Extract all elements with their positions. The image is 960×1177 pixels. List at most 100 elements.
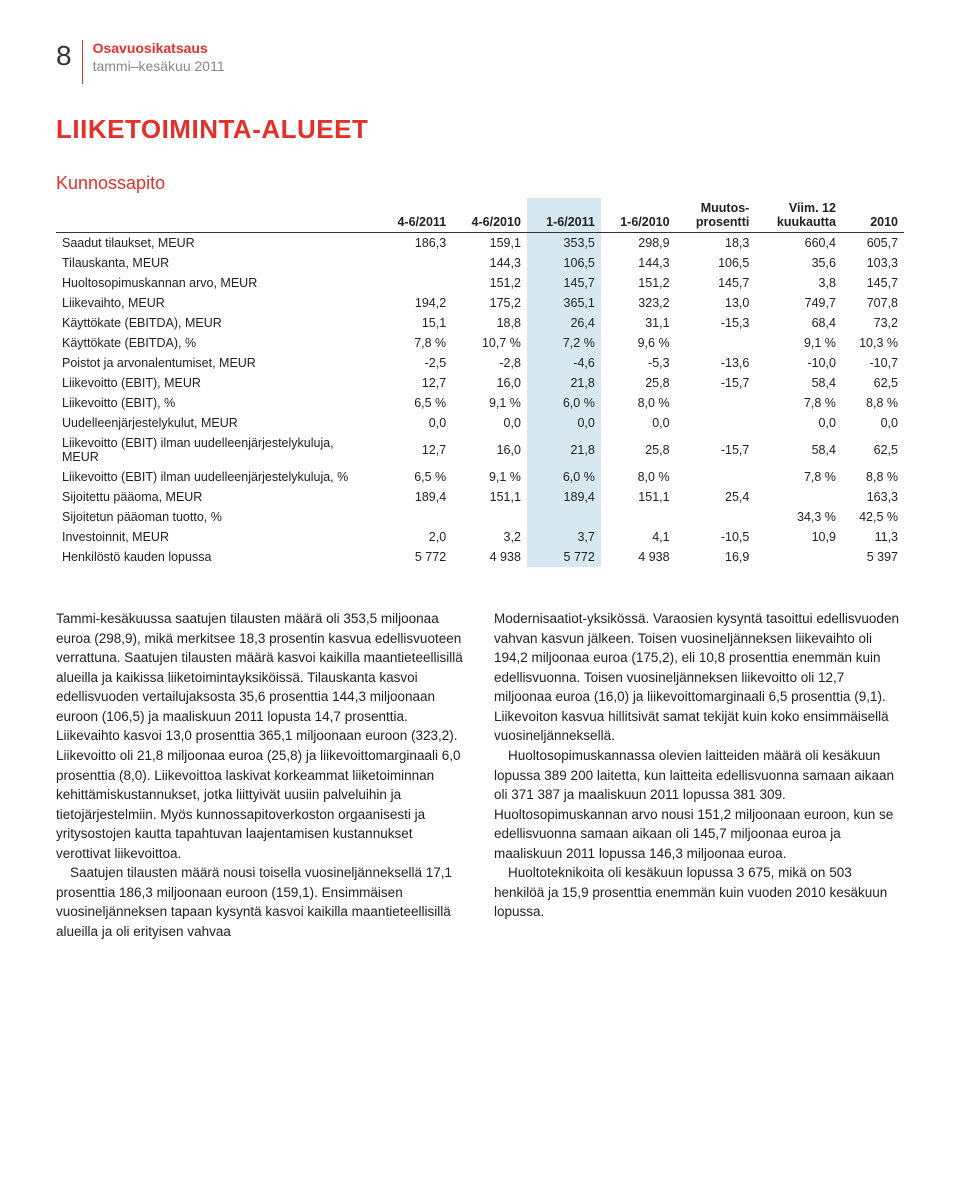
table-cell: 26,4 — [527, 313, 601, 333]
table-cell: -2,8 — [452, 353, 527, 373]
table-cell: 25,8 — [601, 433, 676, 467]
table-cell: 9,1 % — [755, 333, 842, 353]
table-cell: 16,0 — [452, 373, 527, 393]
table-cell: 12,7 — [378, 433, 452, 467]
table-row: Uudelleenjärjestelykulut, MEUR0,00,00,00… — [56, 413, 904, 433]
table-cell: Henkilöstö kauden lopussa — [56, 547, 378, 567]
body-paragraph: Huoltosopimuskannassa olevien laitteiden… — [494, 746, 904, 863]
table-cell: 0,0 — [452, 413, 527, 433]
table-cell: 144,3 — [601, 253, 676, 273]
table-cell: 12,7 — [378, 373, 452, 393]
table-row: Tilauskanta, MEUR144,3106,5144,3106,535,… — [56, 253, 904, 273]
table-cell: Käyttökate (EBITDA), MEUR — [56, 313, 378, 333]
body-paragraph: Modernisaatiot-yksikössä. Varaosien kysy… — [494, 609, 904, 746]
table-cell: 189,4 — [527, 487, 601, 507]
table-cell: 6,0 % — [527, 393, 601, 413]
table-cell: 62,5 — [842, 433, 904, 467]
table-cell: 5 772 — [527, 547, 601, 567]
table-cell: 8,8 % — [842, 467, 904, 487]
table-cell: 749,7 — [755, 293, 842, 313]
table-row: Liikevoitto (EBIT) ilman uudelleenjärjes… — [56, 467, 904, 487]
table-cell: 194,2 — [378, 293, 452, 313]
table-cell: 42,5 % — [842, 507, 904, 527]
table-cell: 0,0 — [527, 413, 601, 433]
table-cell: 9,6 % — [601, 333, 676, 353]
table-row: Sijoitettu pääoma, MEUR189,4151,1189,415… — [56, 487, 904, 507]
table-header-cell: Muutos-prosentti — [676, 198, 756, 233]
table-cell: -15,3 — [676, 313, 756, 333]
table-cell: 605,7 — [842, 233, 904, 254]
table-header-cell: 4-6/2011 — [378, 198, 452, 233]
page: 8 Osavuosikatsaus tammi–kesäkuu 2011 LII… — [0, 0, 960, 998]
financial-table: 4-6/20114-6/20101-6/20111-6/2010Muutos-p… — [56, 198, 904, 567]
table-cell: Tilauskanta, MEUR — [56, 253, 378, 273]
table-cell — [676, 413, 756, 433]
table-cell — [676, 333, 756, 353]
table-cell: 58,4 — [755, 373, 842, 393]
table-cell — [676, 393, 756, 413]
table-cell: 10,7 % — [452, 333, 527, 353]
table-cell: 3,8 — [755, 273, 842, 293]
header-subtitle: tammi–kesäkuu 2011 — [93, 58, 225, 76]
body-paragraph: Tammi-kesäkuussa saatujen tilausten määr… — [56, 609, 466, 863]
table-cell: Liikevoitto (EBIT), % — [56, 393, 378, 413]
table-cell — [755, 547, 842, 567]
table-cell: 5 772 — [378, 547, 452, 567]
table-cell: 7,8 % — [378, 333, 452, 353]
table-cell: 144,3 — [452, 253, 527, 273]
table-cell — [378, 253, 452, 273]
body-paragraph: Huoltoteknikoita oli kesäkuun lopussa 3 … — [494, 863, 904, 922]
table-cell: 2,0 — [378, 527, 452, 547]
table-cell: -15,7 — [676, 373, 756, 393]
table-header-cell: 1-6/2011 — [527, 198, 601, 233]
table-cell: 365,1 — [527, 293, 601, 313]
table-cell: 5 397 — [842, 547, 904, 567]
table-cell: Käyttökate (EBITDA), % — [56, 333, 378, 353]
table-cell: 8,0 % — [601, 467, 676, 487]
table-cell — [601, 507, 676, 527]
table-cell: 660,4 — [755, 233, 842, 254]
table-cell: 6,5 % — [378, 467, 452, 487]
table-row: Saadut tilaukset, MEUR186,3159,1353,5298… — [56, 233, 904, 254]
body-text: Tammi-kesäkuussa saatujen tilausten määr… — [56, 609, 904, 942]
table-cell: 151,1 — [601, 487, 676, 507]
table-cell: Uudelleenjärjestelykulut, MEUR — [56, 413, 378, 433]
table-cell: Liikevaihto, MEUR — [56, 293, 378, 313]
table-cell: 6,0 % — [527, 467, 601, 487]
table-header-cell — [56, 198, 378, 233]
table-cell: 189,4 — [378, 487, 452, 507]
table-cell: -13,6 — [676, 353, 756, 373]
table-cell — [378, 273, 452, 293]
body-paragraph: Saatujen tilausten määrä nousi toisella … — [56, 863, 466, 941]
table-cell: 18,3 — [676, 233, 756, 254]
table-cell: Poistot ja arvonalentumiset, MEUR — [56, 353, 378, 373]
table-cell: 145,7 — [527, 273, 601, 293]
table-cell: Saadut tilaukset, MEUR — [56, 233, 378, 254]
table-row: Investoinnit, MEUR2,03,23,74,1-10,510,91… — [56, 527, 904, 547]
table-cell: Sijoitetun pääoman tuotto, % — [56, 507, 378, 527]
table-row: Poistot ja arvonalentumiset, MEUR-2,5-2,… — [56, 353, 904, 373]
table-cell: -2,5 — [378, 353, 452, 373]
table-cell: 4 938 — [452, 547, 527, 567]
table-cell: 35,6 — [755, 253, 842, 273]
table-cell: 18,8 — [452, 313, 527, 333]
table-cell: -15,7 — [676, 433, 756, 467]
table-cell: 186,3 — [378, 233, 452, 254]
table-cell: -10,5 — [676, 527, 756, 547]
table-row: Liikevoitto (EBIT) ilman uudelleenjärjes… — [56, 433, 904, 467]
table-cell: 106,5 — [527, 253, 601, 273]
table-cell: 62,5 — [842, 373, 904, 393]
page-number: 8 — [56, 40, 72, 72]
table-row: Käyttökate (EBITDA), MEUR15,118,826,431,… — [56, 313, 904, 333]
table-header-cell: 1-6/2010 — [601, 198, 676, 233]
table-cell: Liikevoitto (EBIT) ilman uudelleenjärjes… — [56, 467, 378, 487]
table-cell: 145,7 — [676, 273, 756, 293]
table-cell: 31,1 — [601, 313, 676, 333]
table-cell: 3,7 — [527, 527, 601, 547]
table-cell: 7,2 % — [527, 333, 601, 353]
table-cell — [755, 487, 842, 507]
page-header: 8 Osavuosikatsaus tammi–kesäkuu 2011 — [56, 40, 904, 84]
table-cell: 353,5 — [527, 233, 601, 254]
table-header-cell: 4-6/2010 — [452, 198, 527, 233]
table-cell — [676, 467, 756, 487]
